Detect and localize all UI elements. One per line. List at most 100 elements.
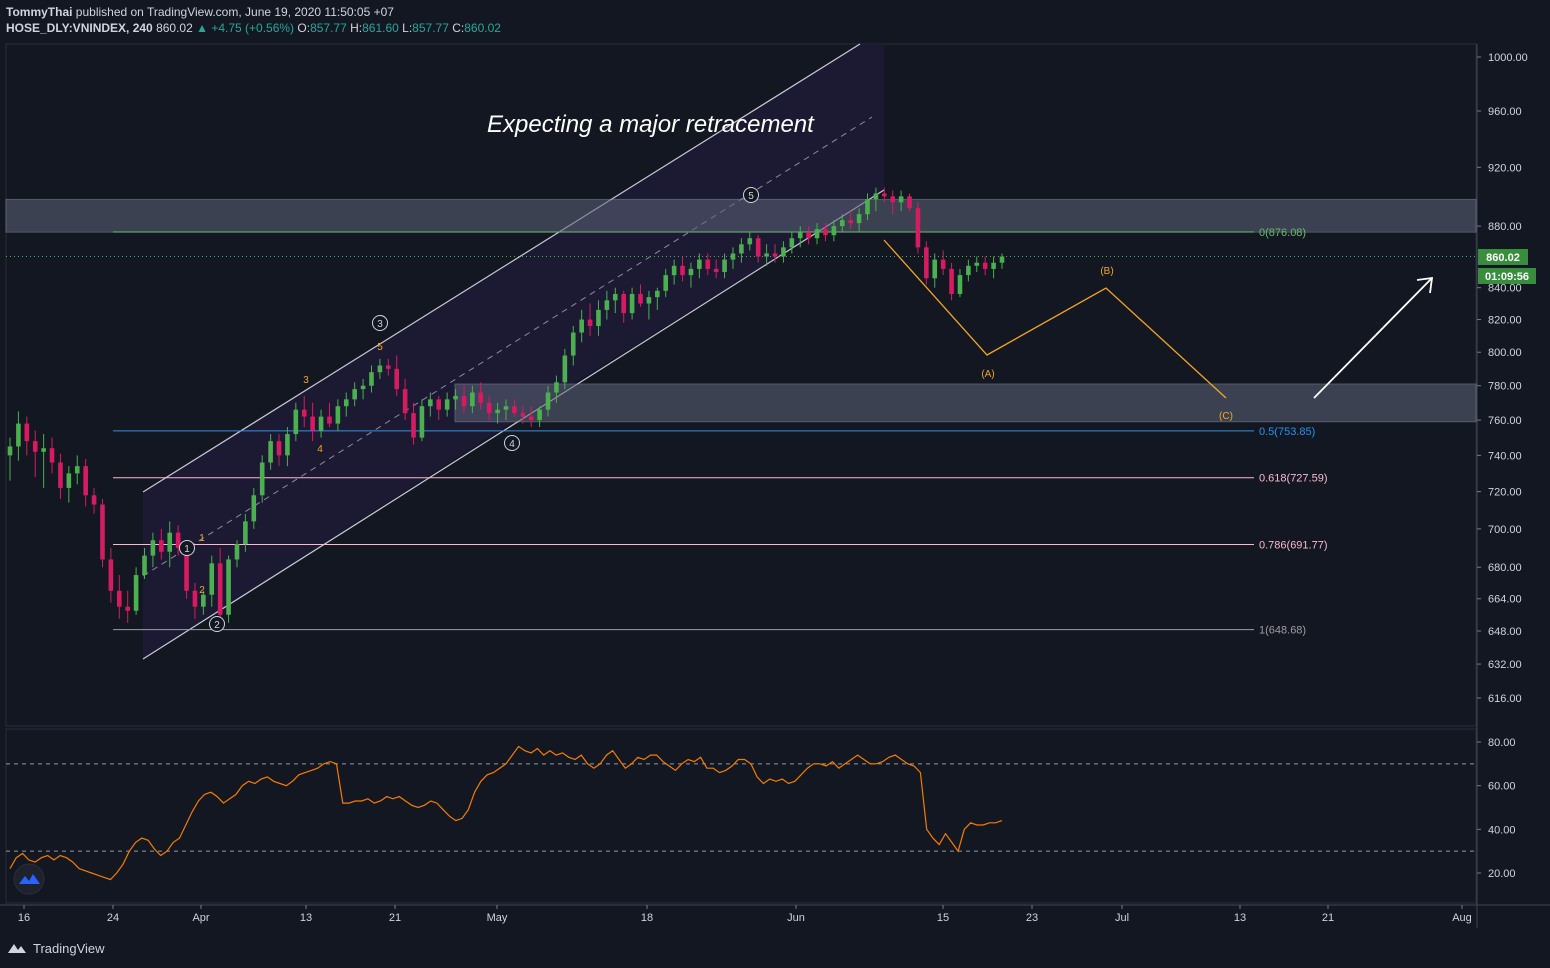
candle[interactable] — [772, 244, 778, 263]
publisher-name[interactable]: TommyThai — [6, 5, 73, 19]
candle[interactable] — [436, 395, 442, 421]
time-axis[interactable]: 16 24 Apr 13 21 May 18 Jun 15 23 Jul 13 21 Aug — [18, 905, 1472, 924]
candle[interactable] — [150, 532, 156, 568]
candle[interactable] — [142, 547, 147, 579]
candle[interactable] — [898, 190, 904, 212]
wave-4-marker[interactable]: 4 — [504, 435, 520, 451]
candle[interactable] — [24, 416, 30, 456]
candle[interactable] — [722, 253, 727, 279]
rsi-axis[interactable]: 80.00 60.00 40.00 20.00 — [1477, 737, 1516, 880]
candle[interactable] — [369, 365, 374, 393]
candle[interactable] — [562, 348, 568, 390]
candle[interactable] — [587, 303, 593, 336]
candle[interactable] — [327, 402, 332, 428]
rsi-line[interactable] — [9, 745, 1003, 881]
candle[interactable] — [982, 256, 988, 276]
candle[interactable] — [739, 238, 744, 263]
candle[interactable] — [226, 555, 231, 623]
candle[interactable] — [755, 235, 761, 263]
candle[interactable] — [873, 187, 879, 212]
candle[interactable] — [646, 290, 652, 320]
candle[interactable] — [419, 399, 425, 442]
candle[interactable] — [915, 202, 921, 254]
candle[interactable] — [116, 575, 122, 619]
candle[interactable] — [133, 567, 139, 615]
candle[interactable] — [91, 487, 97, 514]
candle[interactable] — [713, 259, 719, 279]
candle[interactable] — [83, 458, 88, 507]
candle[interactable] — [276, 434, 282, 467]
candle[interactable] — [579, 309, 584, 343]
candle[interactable] — [655, 287, 660, 310]
candle[interactable] — [629, 287, 635, 320]
candle[interactable] — [671, 259, 677, 285]
candle[interactable] — [966, 259, 971, 282]
candle[interactable] — [16, 411, 21, 461]
candle[interactable] — [596, 300, 601, 336]
candle[interactable] — [394, 355, 400, 396]
candle[interactable] — [545, 385, 551, 417]
candle[interactable] — [932, 253, 938, 288]
candle[interactable] — [554, 375, 559, 403]
candle[interactable] — [747, 232, 753, 251]
candle[interactable] — [974, 256, 980, 273]
candle[interactable] — [243, 513, 248, 552]
candle[interactable] — [49, 437, 55, 474]
candle[interactable] — [865, 193, 870, 221]
footer-brand[interactable]: TradingView — [33, 940, 105, 956]
price-axis[interactable]: 1000.00 960.00 920.00 880.00 840.00 820.00 800… — [1477, 52, 1528, 705]
candle[interactable] — [453, 389, 458, 410]
candle[interactable] — [697, 253, 702, 279]
candle[interactable] — [512, 399, 517, 417]
candle[interactable] — [100, 498, 105, 568]
candle[interactable] — [848, 211, 853, 230]
candle[interactable] — [503, 399, 509, 421]
candle[interactable] — [882, 187, 887, 203]
candle[interactable] — [949, 262, 954, 301]
candle[interactable] — [201, 590, 206, 615]
candle[interactable] — [125, 590, 130, 623]
candle[interactable] — [58, 453, 63, 499]
candle[interactable] — [839, 214, 845, 233]
candle[interactable] — [310, 402, 315, 442]
rsi-pane[interactable] — [5, 728, 1477, 904]
candle[interactable] — [159, 528, 164, 560]
candle[interactable] — [520, 406, 526, 424]
candle[interactable] — [663, 268, 669, 298]
candle[interactable] — [66, 466, 72, 503]
wave-2-marker[interactable]: 2 — [209, 616, 225, 632]
candle[interactable] — [74, 455, 80, 485]
fib-retracement[interactable]: 0(876.08) 0.5(753.85) 0.618(727.59) 0.786(6… — [113, 227, 1328, 637]
candle[interactable] — [318, 409, 324, 438]
candle[interactable] — [831, 220, 837, 242]
candle[interactable] — [301, 395, 307, 428]
wave-5-marker[interactable]: 5 — [743, 187, 759, 203]
candle[interactable] — [175, 525, 181, 556]
candle[interactable] — [856, 208, 862, 233]
candle[interactable] — [621, 290, 626, 323]
chart-title[interactable]: Expecting a major retracement — [487, 111, 815, 138]
channel-lower-line[interactable] — [142, 189, 885, 660]
candle[interactable] — [495, 402, 500, 424]
candle[interactable] — [251, 487, 257, 529]
projection-arrow-line[interactable] — [1313, 277, 1433, 399]
candle[interactable] — [268, 434, 273, 470]
symbol-name[interactable]: HOSE_DLY:VNINDEX, 240 — [6, 21, 153, 35]
candle[interactable] — [470, 385, 475, 414]
candle[interactable] — [461, 385, 467, 414]
candle[interactable] — [167, 521, 173, 568]
candle[interactable] — [764, 244, 769, 266]
candle[interactable] — [612, 287, 618, 314]
candle[interactable] — [570, 326, 576, 366]
candle[interactable] — [234, 540, 240, 568]
candle[interactable] — [940, 250, 946, 276]
channel-upper-line[interactable] — [142, 43, 861, 493]
candle[interactable] — [486, 395, 492, 421]
candle[interactable] — [7, 437, 13, 481]
candle[interactable] — [957, 268, 963, 298]
candle[interactable] — [335, 399, 341, 431]
candle[interactable] — [108, 547, 114, 603]
candle[interactable] — [444, 392, 450, 417]
candle[interactable] — [41, 434, 46, 488]
